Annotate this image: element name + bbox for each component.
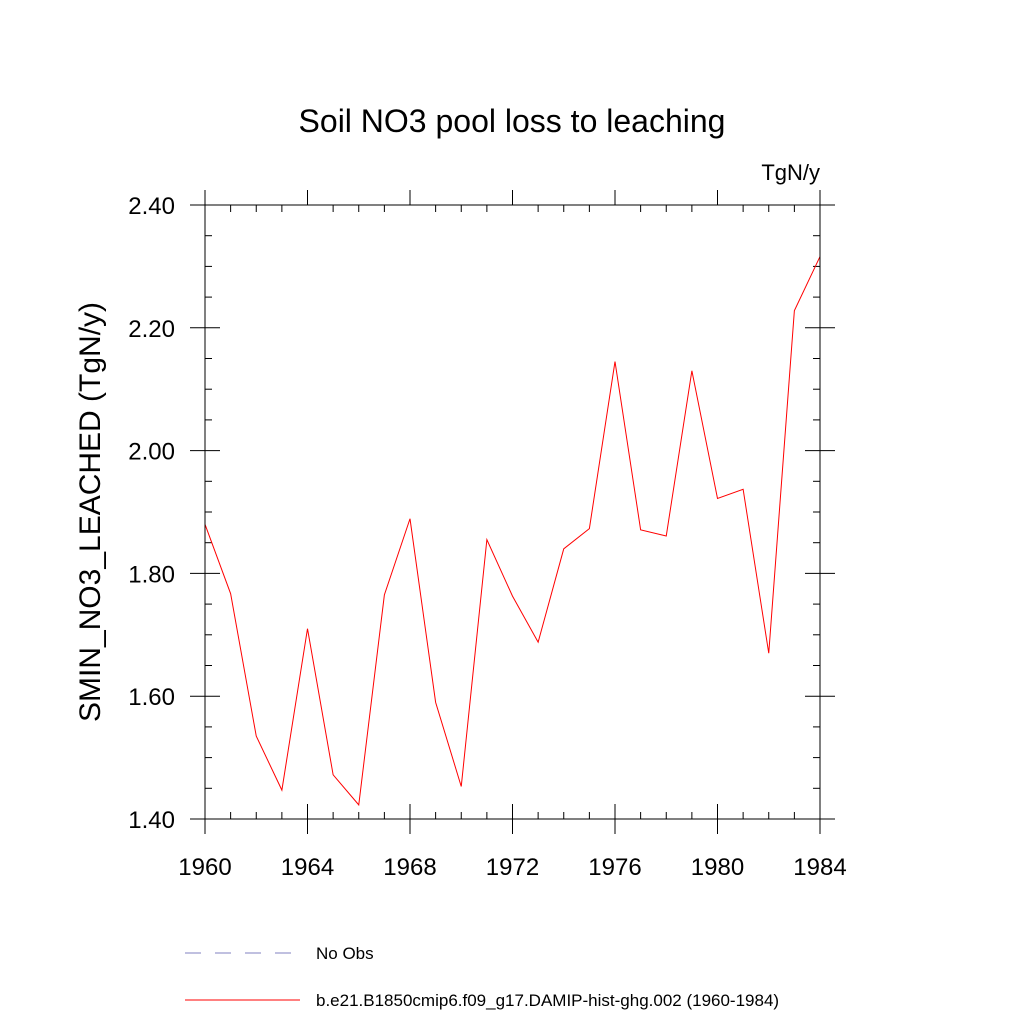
- y-tick-label: 2.20: [128, 316, 175, 343]
- y-axis: 1.40 1.60 1.80 2.00 2.20 2.40: [128, 193, 835, 834]
- plot-frame: [204, 204, 821, 820]
- y-tick-label: 1.80: [128, 561, 175, 588]
- legend: No Obs b.e21.B1850cmip6.f09_g17.DAMIP-hi…: [185, 944, 779, 1010]
- x-tick-label: 1972: [486, 854, 539, 881]
- y-tick-label: 2.40: [128, 193, 175, 220]
- x-axis: 1960 1964 1968 1972 1976 1980 1984: [178, 190, 847, 881]
- x-tick-label: 1964: [281, 854, 334, 881]
- y-axis-label: SMIN_NO3_LEACHED (TgN/y): [74, 302, 107, 722]
- y-tick-label: 1.40: [128, 807, 175, 834]
- x-tick-label: 1960: [178, 854, 231, 881]
- x-tick-label: 1984: [793, 854, 846, 881]
- legend-label-no-obs: No Obs: [316, 944, 374, 963]
- series-line-0: [204, 256, 821, 807]
- series-layer: [204, 256, 821, 807]
- x-tick-label: 1980: [691, 854, 744, 881]
- x-tick-label: 1968: [383, 854, 436, 881]
- chart-title: Soil NO3 pool loss to leaching: [299, 103, 726, 139]
- minor-ticks: [205, 205, 820, 819]
- x-tick-label: 1976: [588, 854, 641, 881]
- y-tick-label: 2.00: [128, 439, 175, 466]
- legend-label-model: b.e21.B1850cmip6.f09_g17.DAMIP-hist-ghg.…: [316, 991, 779, 1010]
- y-tick-label: 1.60: [128, 684, 175, 711]
- chart-units: TgN/y: [761, 160, 820, 185]
